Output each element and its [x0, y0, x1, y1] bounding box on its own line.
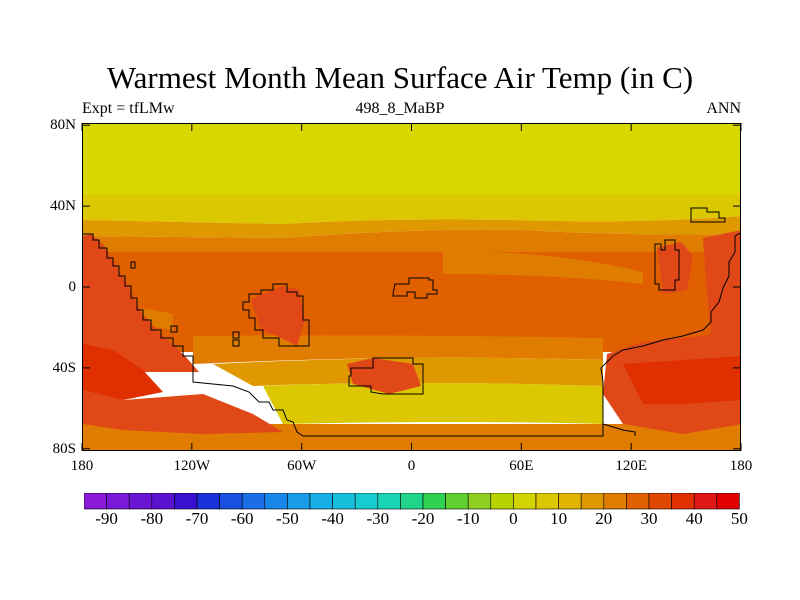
time-label: 498_8_MaBP: [355, 100, 445, 117]
coast-equatorial-block: [392, 277, 438, 299]
colorbar-swatch: [84, 493, 107, 510]
band-cold-north: [83, 194, 740, 224]
colorbar-swatch: [377, 493, 401, 510]
colorbar-label: -90: [95, 509, 118, 528]
land-south-america-hot: [83, 344, 163, 400]
band-mid-north: [83, 229, 740, 252]
colorbar-swatch: [535, 493, 559, 510]
colorbar-swatch: [580, 493, 605, 510]
band-mild-north: [83, 216, 740, 238]
land-south-america-southwest: [83, 390, 283, 434]
colorbar: [84, 493, 741, 511]
land-south-america-west: [83, 234, 199, 372]
colorbar-label: -80: [140, 509, 164, 528]
coast-northeast-block: [690, 207, 726, 223]
colorbar-swatch: [309, 493, 333, 510]
colorbar-swatch: [264, 493, 288, 510]
x-tick-label: 60W: [287, 458, 317, 474]
colorbar-swatch: [151, 493, 175, 510]
colorbar-label: -40: [321, 509, 344, 528]
colorbar-swatch: [603, 493, 627, 510]
temperature-map: [82, 123, 741, 451]
colorbar-label: 40: [685, 509, 703, 528]
colorbar-label: 50: [730, 509, 748, 528]
coast-southern: [602, 423, 636, 436]
colorbar-swatch: [422, 493, 446, 510]
coast-west: [83, 233, 604, 437]
colorbar-label: 20: [595, 509, 613, 528]
colorbar-label: -10: [456, 509, 480, 528]
band-tropics: [83, 252, 740, 352]
colorbar-label: 30: [640, 509, 658, 528]
colorbar-swatch: [287, 493, 311, 510]
colorbar-swatch: [558, 493, 582, 510]
colorbar-swatch: [467, 493, 492, 510]
coast-east: [600, 232, 740, 424]
colorbar-swatch: [400, 493, 424, 510]
colorbar-swatch: [174, 493, 198, 510]
colorbar-label: -30: [366, 509, 390, 528]
colorbar-swatch: [445, 493, 469, 510]
coast-central-block: [348, 357, 424, 395]
colorbar-label: 10: [550, 509, 568, 528]
y-tick-label: 80N: [50, 117, 76, 134]
colorbar-label: 0: [509, 509, 518, 528]
colorbar-swatch: [219, 493, 243, 510]
land-north-africa-block: [251, 286, 305, 346]
colorbar-swatch: [354, 493, 379, 510]
band-indian-ocean-warm: [443, 251, 643, 284]
x-tick-label: 0: [407, 458, 416, 474]
x-tick-label: 120W: [173, 458, 211, 474]
map-title: Warmest Month Mean Surface Air Temp (in …: [106, 60, 694, 95]
coast-africa-block: [242, 283, 310, 347]
coast-island-c: [232, 331, 240, 339]
colorbar-label: -70: [185, 509, 209, 528]
colorbar-swatch: [693, 493, 718, 510]
temperature-map-svg: [83, 124, 740, 450]
coast-island-d: [232, 339, 240, 347]
land-east-asia: [703, 230, 740, 336]
colorbar-swatch: [626, 493, 650, 510]
coastlines: [83, 207, 740, 437]
land-australia-core: [623, 356, 740, 404]
season-label: ANN: [706, 100, 741, 117]
colorbar-swatch: [490, 493, 514, 510]
x-tick-label: 120E: [615, 458, 647, 474]
colorbar-label: -60: [230, 509, 254, 528]
colorbar-swatch: [648, 493, 672, 510]
colorbar-swatch: [241, 493, 266, 510]
colorbar-swatch: [671, 493, 695, 510]
coast-east-asia-block: [654, 239, 680, 291]
x-tick-label: 60E: [509, 458, 534, 474]
x-tick-label: 180: [70, 458, 94, 474]
band-polar-north: [83, 124, 740, 194]
land-central-africa: [347, 358, 421, 394]
y-tick-label: 0: [68, 279, 77, 295]
colorbar-swatch: [716, 493, 740, 510]
colorbar-swatch: [128, 493, 153, 510]
coast-island-a: [130, 261, 136, 269]
colorbar-swatch: [332, 493, 356, 510]
colorbar-svg: [84, 493, 740, 510]
experiment-label: Expt = tfLMw: [82, 100, 175, 117]
band-cold-south: [263, 383, 603, 424]
y-tick-label: 80S: [52, 440, 76, 457]
land-southeast-asia: [657, 242, 693, 294]
colorbar-swatch: [196, 493, 220, 510]
colorbar-label: -50: [276, 509, 299, 528]
coast-island-b: [170, 325, 178, 333]
x-tick-label: 180: [729, 458, 753, 474]
colorbar-swatch: [513, 493, 537, 510]
y-tick-label: 40S: [52, 359, 76, 376]
y-tick-label: 40N: [50, 198, 76, 215]
colorbar-swatch: [106, 493, 130, 510]
colorbar-label: -20: [411, 509, 435, 528]
